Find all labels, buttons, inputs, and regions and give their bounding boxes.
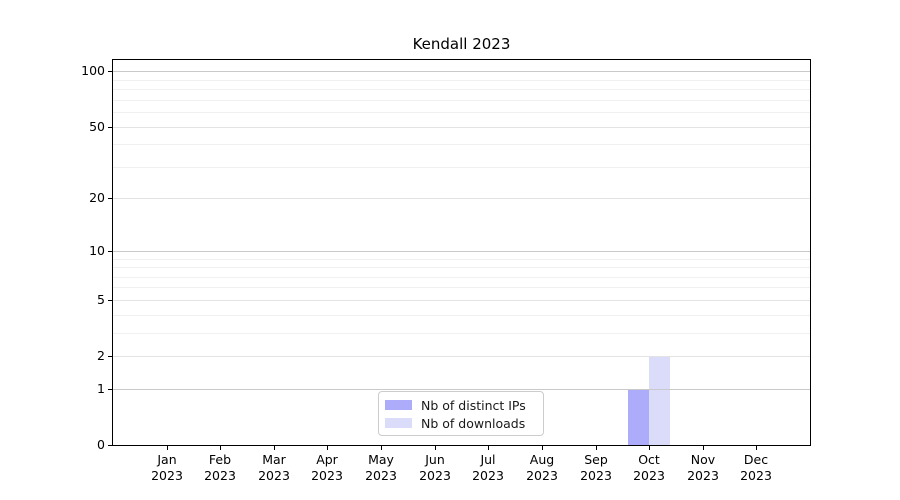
x-tick-label: Feb 2023: [204, 452, 236, 483]
x-tick-label: Jun 2023: [419, 452, 451, 483]
x-tick-label: May 2023: [365, 452, 397, 483]
y-tick: [108, 356, 112, 357]
x-tick: [542, 446, 543, 450]
x-tick-label: Jan 2023: [151, 452, 183, 483]
x-tick: [327, 446, 328, 450]
y-tick-label: 50: [89, 119, 105, 134]
x-tick-label: Aug 2023: [526, 452, 558, 483]
y-tick-label: 0: [97, 437, 105, 452]
x-tick: [756, 446, 757, 450]
y-tick-label: 1: [97, 381, 105, 396]
x-tick: [649, 446, 650, 450]
y-tick: [108, 300, 112, 301]
x-tick: [488, 446, 489, 450]
y-tick: [108, 251, 112, 252]
x-tick: [220, 446, 221, 450]
y-tick-label: 5: [97, 292, 105, 307]
legend-label-distinct-ips: Nb of distinct IPs: [421, 397, 526, 413]
x-tick: [435, 446, 436, 450]
legend: Nb of distinct IPs Nb of downloads: [378, 391, 544, 436]
x-tick: [381, 446, 382, 450]
legend-item-distinct-ips: Nb of distinct IPs: [385, 396, 543, 414]
x-tick-label: Jul 2023: [472, 452, 504, 483]
y-tick-label: 10: [89, 243, 105, 258]
x-tick: [596, 446, 597, 450]
y-tick-label: 20: [89, 190, 105, 205]
x-tick-label: Nov 2023: [687, 452, 719, 483]
legend-item-downloads: Nb of downloads: [385, 414, 543, 432]
bar-nb-of-distinct-ips-oct: [628, 389, 649, 445]
x-tick-label: Sep 2023: [580, 452, 612, 483]
y-tick: [108, 198, 112, 199]
x-tick-label: Dec 2023: [740, 452, 772, 483]
x-tick-label: Apr 2023: [311, 452, 343, 483]
y-tick-label: 2: [97, 348, 105, 363]
y-tick: [108, 389, 112, 390]
y-tick: [108, 71, 112, 72]
legend-swatch-downloads: [385, 418, 412, 428]
x-tick: [167, 446, 168, 450]
y-tick: [108, 127, 112, 128]
x-tick-label: Mar 2023: [258, 452, 290, 483]
legend-label-downloads: Nb of downloads: [421, 415, 526, 431]
plot-area: [112, 59, 811, 446]
bar-nb-of-downloads-oct: [649, 356, 670, 445]
legend-swatch-distinct-ips: [385, 400, 412, 410]
x-tick: [703, 446, 704, 450]
y-tick: [108, 445, 112, 446]
x-tick: [274, 446, 275, 450]
x-tick-label: Oct 2023: [633, 452, 665, 483]
chart-title: Kendall 2023: [412, 35, 511, 53]
y-tick-label: 100: [81, 63, 105, 78]
